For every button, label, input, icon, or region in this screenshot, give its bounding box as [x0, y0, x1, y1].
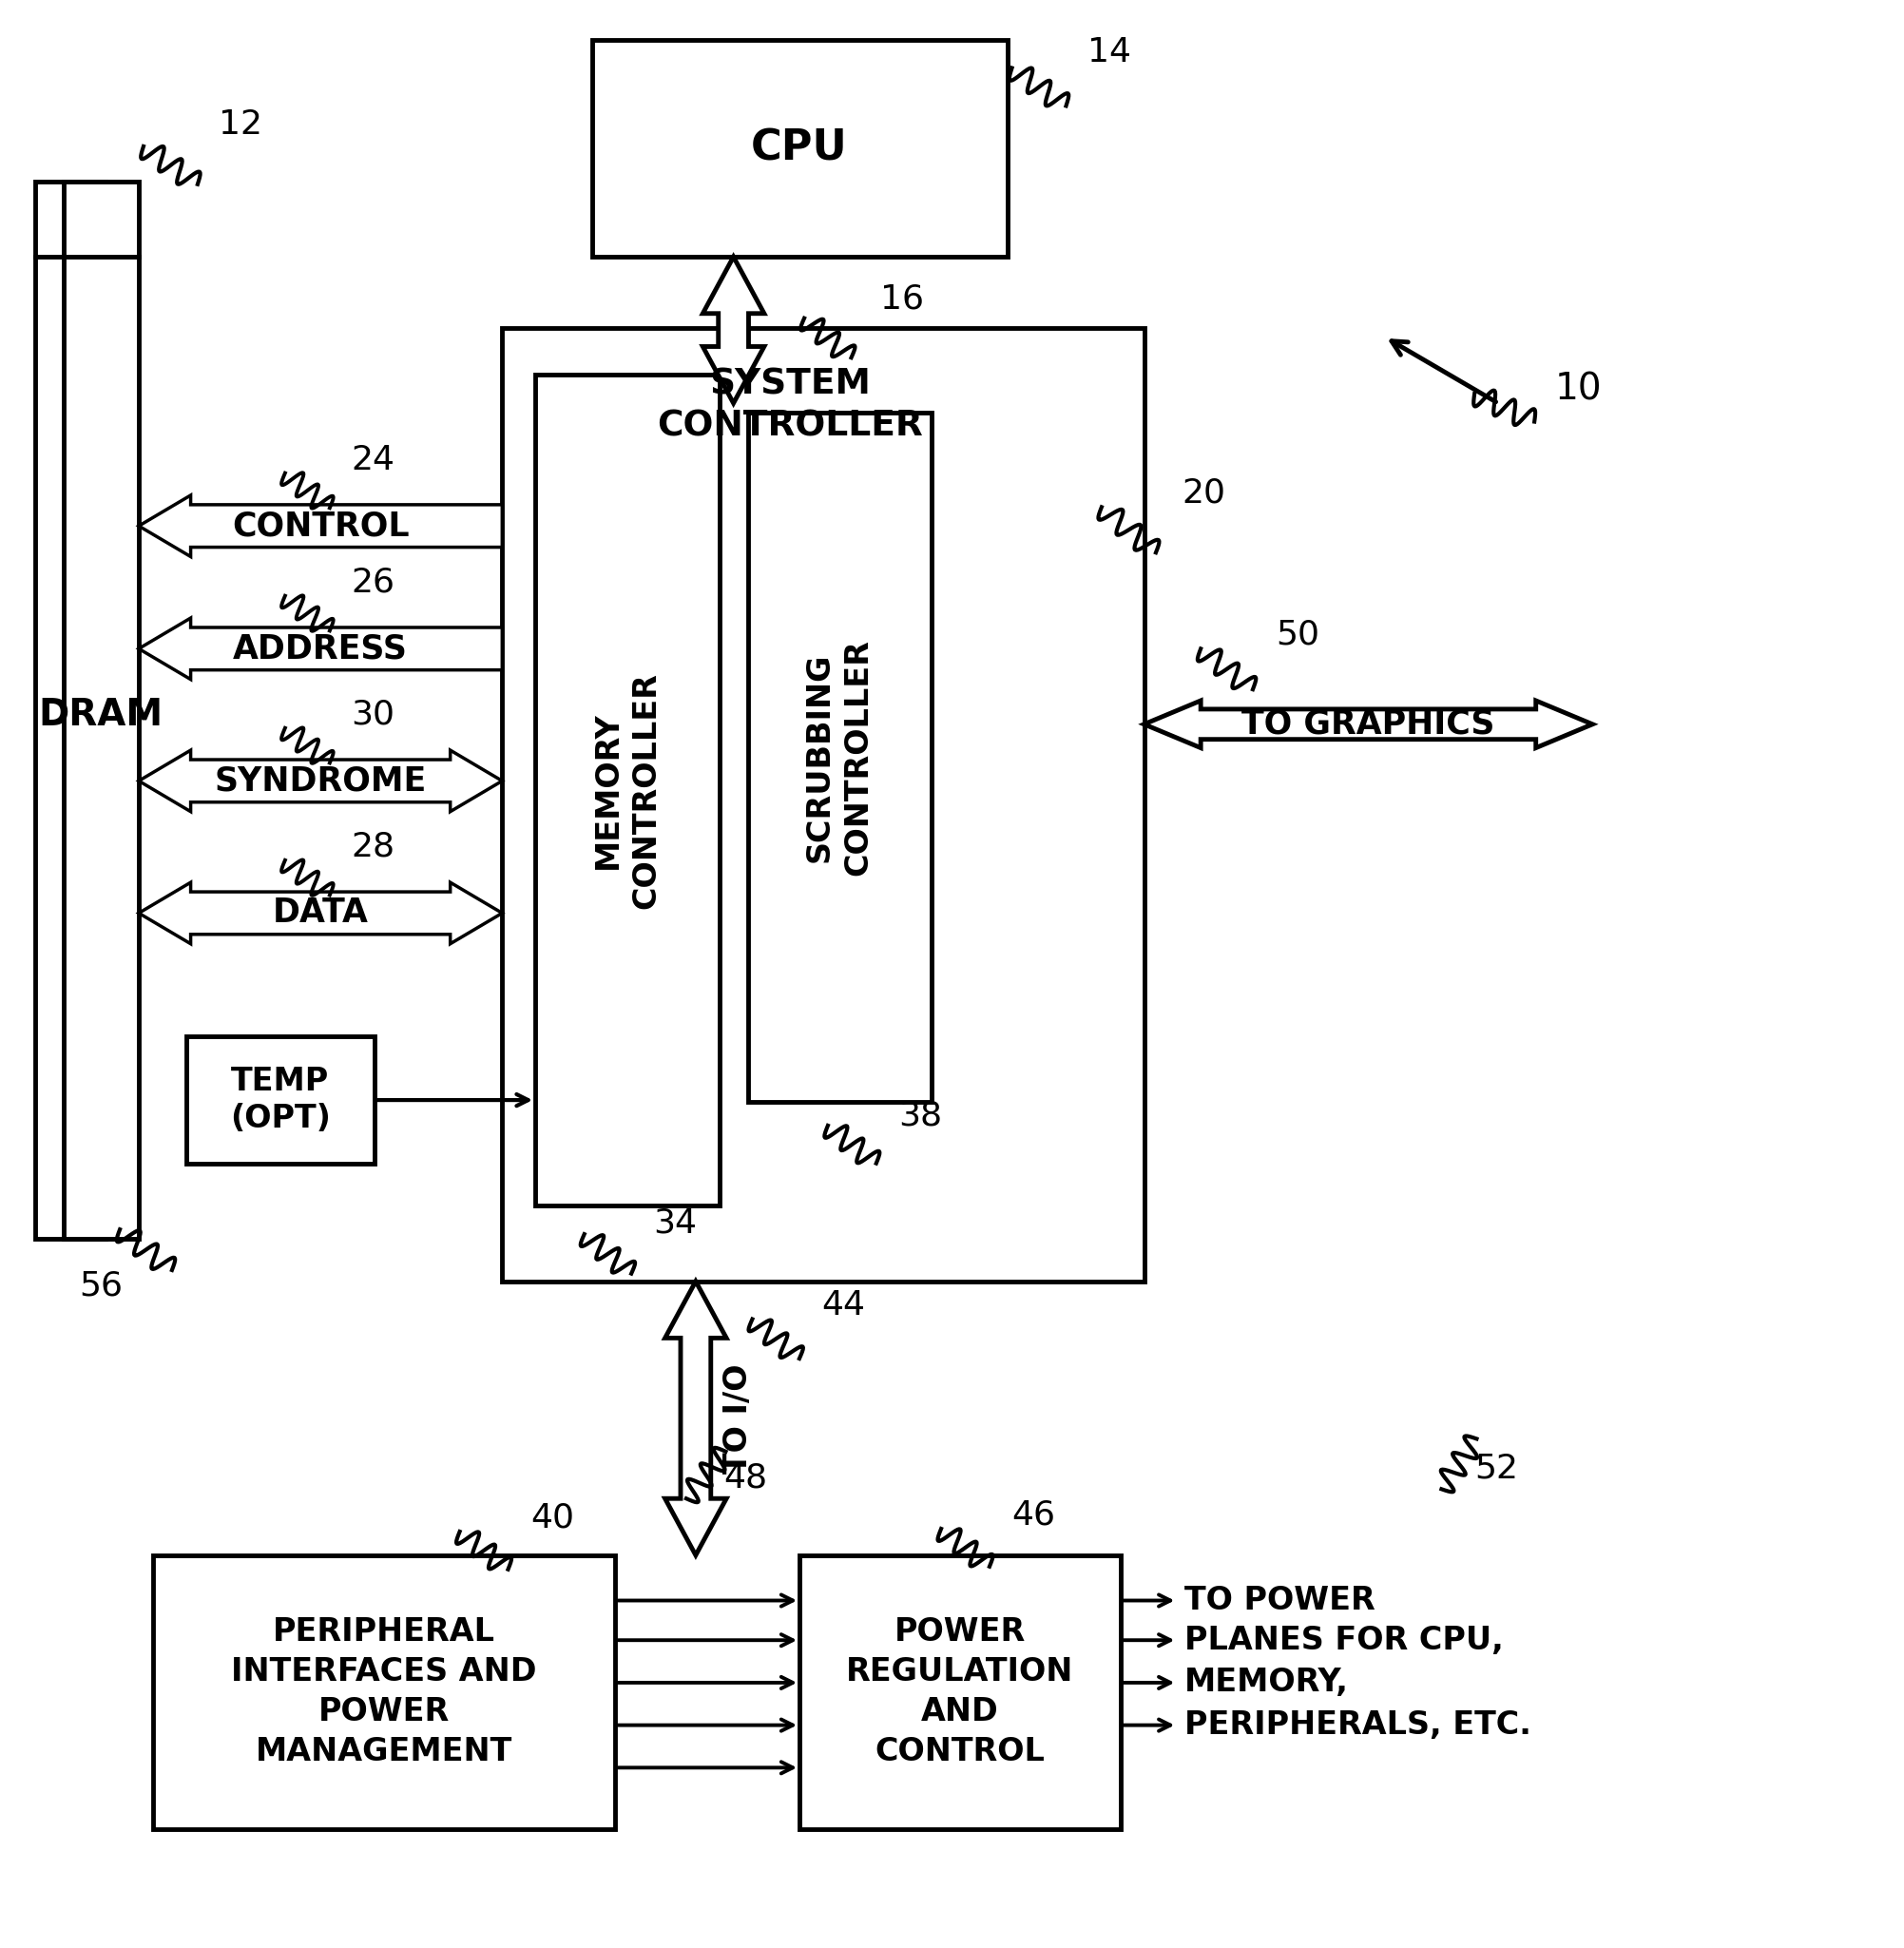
Text: DATA: DATA: [272, 896, 367, 929]
Bar: [152, 1555, 615, 1829]
Text: 34: 34: [653, 1206, 697, 1239]
Bar: [34, 181, 107, 1239]
Text: 56: 56: [80, 1270, 124, 1303]
Text: 20: 20: [1182, 477, 1226, 508]
Text: 26: 26: [350, 567, 394, 598]
Text: TO GRAPHICS: TO GRAPHICS: [1241, 707, 1495, 740]
Text: 12: 12: [219, 109, 263, 140]
Polygon shape: [139, 495, 503, 557]
Polygon shape: [139, 618, 503, 680]
Text: 10: 10: [1556, 370, 1601, 407]
Polygon shape: [703, 257, 764, 403]
Polygon shape: [139, 882, 503, 943]
Text: 24: 24: [350, 444, 394, 475]
Text: SCRUBBING
CONTROLLER: SCRUBBING CONTROLLER: [803, 639, 874, 875]
Bar: [800, 1555, 1120, 1829]
Bar: [63, 181, 139, 1239]
Text: PERIPHERAL
INTERFACES AND
POWER
MANAGEMENT: PERIPHERAL INTERFACES AND POWER MANAGEME…: [232, 1617, 537, 1769]
Text: 44: 44: [821, 1290, 864, 1321]
Text: DRAM: DRAM: [38, 697, 164, 732]
Bar: [503, 327, 1144, 1282]
Polygon shape: [1144, 701, 1592, 748]
Text: 16: 16: [880, 282, 923, 316]
Text: MEMORY,: MEMORY,: [1184, 1667, 1350, 1699]
Text: POWER
REGULATION
AND
CONTROL: POWER REGULATION AND CONTROL: [845, 1617, 1074, 1769]
Polygon shape: [664, 1282, 727, 1555]
Text: SYSTEM: SYSTEM: [710, 366, 870, 401]
Text: 48: 48: [724, 1461, 767, 1494]
Text: PLANES FOR CPU,: PLANES FOR CPU,: [1184, 1625, 1504, 1656]
Bar: [535, 374, 720, 1206]
Text: 14: 14: [1087, 35, 1131, 68]
Text: TEMP
(OPT): TEMP (OPT): [230, 1066, 331, 1134]
Text: 46: 46: [1011, 1498, 1055, 1531]
Text: 28: 28: [350, 832, 394, 863]
Bar: [592, 39, 1007, 257]
Text: CPU: CPU: [752, 129, 847, 169]
Polygon shape: [139, 750, 503, 812]
Bar: [187, 1036, 375, 1163]
Text: 38: 38: [899, 1101, 942, 1132]
Text: 30: 30: [350, 699, 394, 730]
Text: MEMORY
CONTROLLER: MEMORY CONTROLLER: [592, 672, 663, 908]
Text: 50: 50: [1276, 618, 1319, 651]
Text: TO POWER: TO POWER: [1184, 1586, 1375, 1617]
Bar: [748, 413, 931, 1103]
Text: SYNDROME: SYNDROME: [215, 766, 426, 797]
Text: CONTROL: CONTROL: [232, 510, 409, 542]
Text: 52: 52: [1474, 1451, 1517, 1484]
Text: 40: 40: [531, 1502, 575, 1533]
Text: CONTROLLER: CONTROLLER: [657, 409, 923, 444]
Text: ADDRESS: ADDRESS: [232, 633, 407, 664]
Text: TO I/O: TO I/O: [722, 1364, 754, 1473]
Text: PERIPHERALS, ETC.: PERIPHERALS, ETC.: [1184, 1710, 1531, 1742]
